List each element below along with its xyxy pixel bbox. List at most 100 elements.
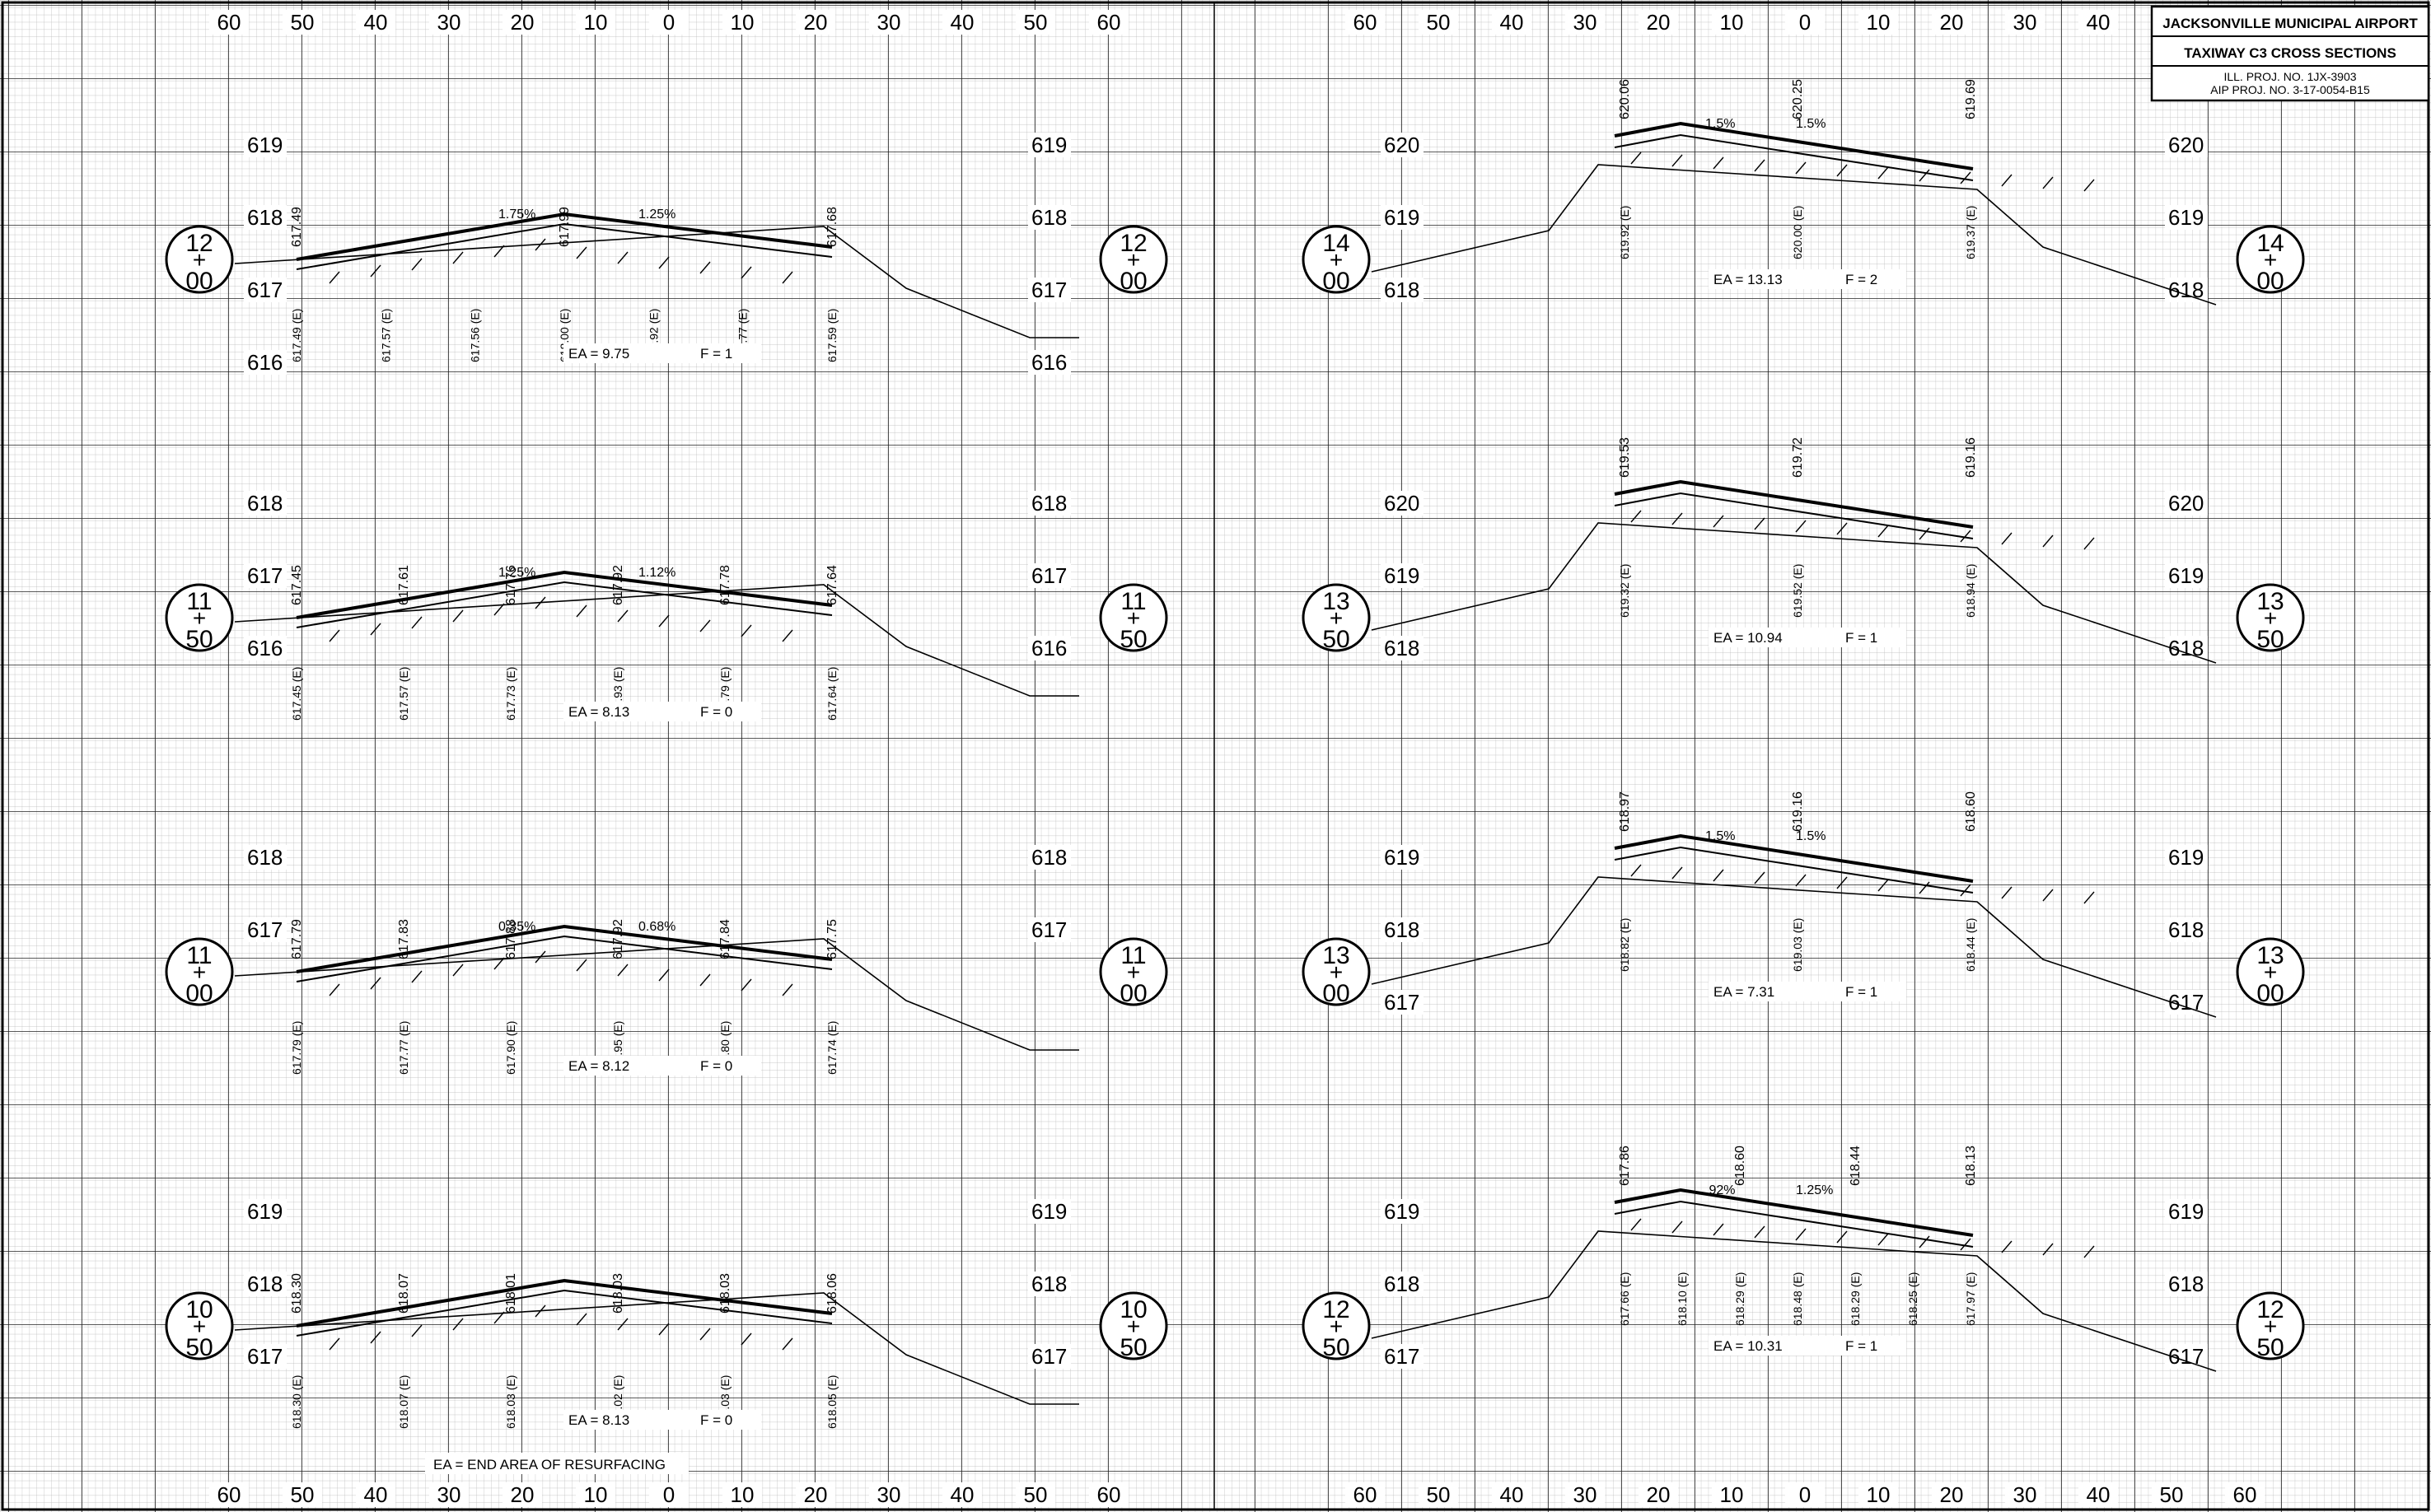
station-offset: 00 [185,268,213,295]
fill-label: F = 1 [1845,1338,1877,1354]
surface-elevation: 617.61 [397,565,411,605]
hatch-mark [576,1313,587,1326]
hatch-mark [1836,1230,1848,1244]
slope-label: 1.5% [1796,117,1826,131]
surface-elevation: 617.64 [825,565,839,605]
hatch-mark [1754,1225,1765,1239]
offset-label-bg [209,1482,249,1507]
slope-label: 1.25% [1796,1183,1833,1197]
offset-label-bg [1016,10,1055,35]
existing-elevation: 617.74 (E) [825,1021,839,1075]
hatch-mark [1795,161,1807,175]
station-number: 10 [1120,1296,1147,1323]
existing-elevation: 617.97 (E) [1964,1272,1977,1326]
elevation-label-left: 618 [247,205,283,230]
elevation-label-right: 616 [1031,636,1067,660]
hatch-mark [699,973,711,987]
pavement-base [296,222,833,270]
hatch-mark [782,629,793,642]
offset-label: 10 [1720,1482,1744,1507]
hatch-mark [452,251,464,264]
station-circle-left [1302,225,1371,294]
elev-label-bg [1381,133,1424,157]
elev-label-bg [244,205,287,230]
offset-label: 10 [1720,10,1744,35]
hatch-mark [658,968,670,982]
elevation-label-right: 619 [2168,845,2204,870]
offset-label-bg [942,10,982,35]
surface-elevation: 620.06 [1618,79,1632,119]
hatch-mark [1630,864,1642,877]
offset-label: 60 [1353,1482,1377,1507]
hatch-mark [411,1324,423,1337]
elev-label-bg [1381,636,1424,660]
elev-label-bg [244,133,287,157]
slope-label: 1.12% [638,566,676,580]
station-circle-left [1302,1291,1371,1360]
hatch-mark [2042,534,2054,548]
offset-label-bg [1419,1482,1458,1507]
elevation-label-left: 620 [1384,491,1419,516]
end-area-label: EA = 8.13 [568,1412,629,1428]
elev-label-bg [244,636,287,660]
station-number: 11 [1120,942,1146,969]
pavement-base [296,1289,833,1337]
offset-label-bg [722,10,762,35]
pavement-surface [1614,121,1974,170]
pavement-surface [1614,1188,1974,1237]
station-number: 13 [2256,942,2284,969]
station-offset: 50 [1120,1334,1147,1361]
existing-elevation: 618.82 (E) [1618,918,1631,972]
elevation-label-left: 617 [247,917,283,942]
elevation-label-right: 620 [2168,491,2204,516]
elev-label-bg [1381,1272,1424,1296]
station-plus: + [1127,247,1140,273]
existing-elevation: 618.29 (E) [1849,1272,1862,1326]
elevation-label-right: 619 [2168,563,2204,588]
hatch-mark [1836,164,1848,177]
pavement-surface [296,1278,833,1328]
surface-elevation: 618.60 [1733,1146,1747,1186]
hatch-mark [1877,525,1889,538]
elev-label-bg [244,1199,287,1224]
fill-label: F = 1 [700,346,732,362]
surface-elevation: 617.99 [558,207,572,247]
existing-elevation: 618.48 (E) [1791,1272,1804,1326]
hatch-mark [493,603,505,616]
station-plus: + [1330,1314,1343,1339]
hatch-mark [329,271,340,284]
hatch-mark [452,609,464,623]
offset-label: 50 [1024,1482,1048,1507]
slope-label: 1.5% [1796,829,1826,843]
elevation-label-right: 618 [1031,1272,1067,1296]
offset-label-bg [1932,10,1971,35]
elev-label-bg [1028,350,1071,375]
hatch-mark [1877,1233,1889,1246]
existing-elevation: 620.00 (E) [1791,206,1804,259]
offset-label-bg [1565,10,1605,35]
hatch-mark [1713,156,1724,170]
offset-label: 30 [877,10,901,35]
hatch-mark [2083,537,2095,550]
station-number: 10 [185,1296,213,1323]
offset-label-bg [2078,1482,2118,1507]
elev-label-bg [1381,205,1424,230]
offset-label-bg [1089,1482,1129,1507]
hatch-mark [2042,1243,2054,1256]
existing-elevation: 618.05 (E) [825,1375,839,1429]
station-number: 12 [185,230,213,257]
station-plus: + [193,605,206,631]
offset-label-bg [356,1482,395,1507]
hatch-mark [1960,884,1971,897]
hatch-mark [1960,530,1971,543]
station-offset: 50 [1120,626,1147,653]
hatch-mark [658,1323,670,1336]
station-number: 14 [2256,230,2284,257]
offset-label-bg [869,1482,909,1507]
hatch-mark [658,256,670,269]
elevation-label-right: 618 [1031,491,1067,516]
offset-label: 10 [584,10,608,35]
elev-label-bg [2165,563,2208,588]
